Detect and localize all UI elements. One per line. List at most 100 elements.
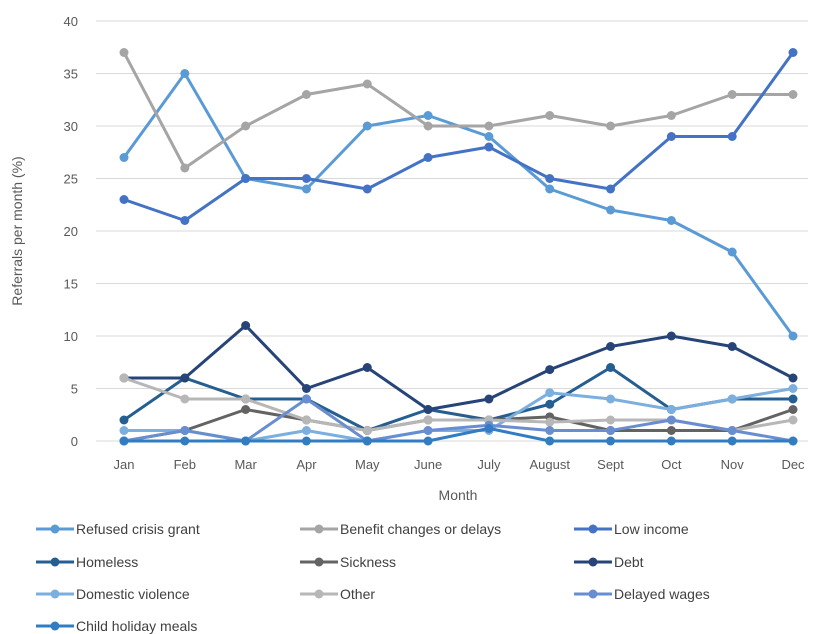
data-point bbox=[301, 384, 311, 393]
series-line bbox=[124, 324, 794, 411]
data-point bbox=[788, 373, 798, 383]
data-point bbox=[180, 69, 190, 78]
data-point bbox=[606, 184, 616, 194]
x-tick-label: Feb bbox=[174, 457, 196, 472]
y-tick-label: 10 bbox=[64, 329, 78, 344]
y-axis-ticks: 0 5 10 15 20 25 30 35 40 bbox=[64, 14, 78, 449]
data-point bbox=[545, 184, 555, 194]
data-point bbox=[606, 436, 616, 446]
data-point bbox=[545, 426, 555, 435]
data-point bbox=[545, 436, 555, 446]
data-point bbox=[666, 132, 676, 141]
x-tick-label: May bbox=[355, 457, 380, 472]
data-point bbox=[301, 415, 311, 425]
x-tick-label: Sept bbox=[597, 457, 624, 472]
data-point bbox=[423, 415, 433, 425]
data-point bbox=[484, 142, 494, 152]
series-0 bbox=[119, 69, 798, 341]
data-point bbox=[119, 373, 129, 383]
data-point bbox=[362, 121, 372, 131]
data-point bbox=[423, 426, 433, 435]
x-tick-label: July bbox=[477, 457, 501, 472]
y-tick-label: 5 bbox=[71, 382, 78, 397]
data-point bbox=[241, 121, 251, 131]
data-point bbox=[545, 417, 555, 427]
data-point bbox=[788, 48, 798, 57]
data-point bbox=[119, 415, 129, 425]
data-point bbox=[545, 399, 555, 409]
x-tick-label: Nov bbox=[721, 457, 745, 472]
x-tick-label: Apr bbox=[296, 457, 317, 472]
data-point bbox=[606, 342, 616, 351]
series-2 bbox=[119, 48, 798, 225]
series-line bbox=[124, 426, 793, 443]
data-point bbox=[241, 321, 251, 330]
data-point bbox=[666, 426, 676, 435]
data-point bbox=[119, 436, 129, 446]
data-point bbox=[666, 216, 676, 225]
data-point bbox=[423, 153, 433, 162]
data-point bbox=[362, 436, 372, 446]
data-point bbox=[484, 423, 494, 433]
data-point bbox=[666, 436, 676, 446]
series-line bbox=[122, 72, 795, 337]
data-point bbox=[484, 121, 494, 131]
data-point bbox=[423, 436, 433, 446]
x-tick-label: August bbox=[529, 457, 570, 472]
data-point bbox=[301, 184, 311, 194]
data-point bbox=[666, 111, 676, 120]
x-tick-label: Dec bbox=[781, 457, 805, 472]
data-point bbox=[788, 436, 798, 446]
data-point bbox=[180, 216, 190, 225]
series-5 bbox=[119, 321, 798, 414]
data-point bbox=[119, 426, 129, 435]
data-point bbox=[727, 90, 737, 99]
data-point bbox=[362, 79, 372, 89]
series-1 bbox=[119, 48, 798, 173]
data-point bbox=[545, 111, 555, 120]
series-9 bbox=[119, 423, 798, 446]
data-point bbox=[727, 342, 737, 351]
data-point bbox=[362, 184, 372, 194]
data-point bbox=[301, 394, 311, 404]
data-point bbox=[241, 394, 251, 404]
y-tick-label: 15 bbox=[64, 277, 78, 292]
data-point bbox=[727, 436, 737, 446]
data-point bbox=[301, 426, 311, 435]
data-point bbox=[788, 394, 798, 404]
y-tick-label: 40 bbox=[64, 14, 78, 29]
data-point bbox=[119, 48, 129, 57]
data-point bbox=[545, 388, 555, 398]
data-point bbox=[606, 121, 616, 131]
series-line bbox=[123, 397, 794, 443]
data-point bbox=[301, 174, 311, 183]
data-point bbox=[180, 426, 190, 435]
data-point bbox=[788, 90, 798, 99]
data-point bbox=[423, 405, 433, 414]
data-point bbox=[423, 121, 433, 131]
data-point bbox=[423, 111, 433, 120]
data-point bbox=[606, 205, 616, 215]
y-axis-title: Referrals per month (%) bbox=[9, 156, 25, 305]
data-point bbox=[666, 405, 676, 414]
data-point bbox=[606, 363, 616, 372]
data-point bbox=[119, 153, 129, 162]
gridlines bbox=[96, 20, 808, 442]
x-tick-label: Oct bbox=[661, 457, 682, 472]
data-point bbox=[606, 415, 616, 425]
x-axis-ticks: Jan Feb Mar Apr May June July August Sept Oct Nov D… bbox=[114, 457, 806, 472]
data-point bbox=[241, 174, 251, 183]
series-line bbox=[122, 51, 793, 170]
data-point bbox=[788, 384, 798, 393]
data-point bbox=[119, 195, 129, 204]
data-point bbox=[484, 132, 494, 141]
data-point bbox=[180, 436, 190, 446]
data-point bbox=[666, 331, 676, 341]
data-point bbox=[180, 373, 190, 383]
data-point bbox=[545, 174, 555, 183]
data-point bbox=[241, 405, 251, 414]
data-point bbox=[788, 331, 798, 341]
data-point bbox=[301, 436, 311, 446]
y-tick-label: 35 bbox=[64, 67, 78, 82]
